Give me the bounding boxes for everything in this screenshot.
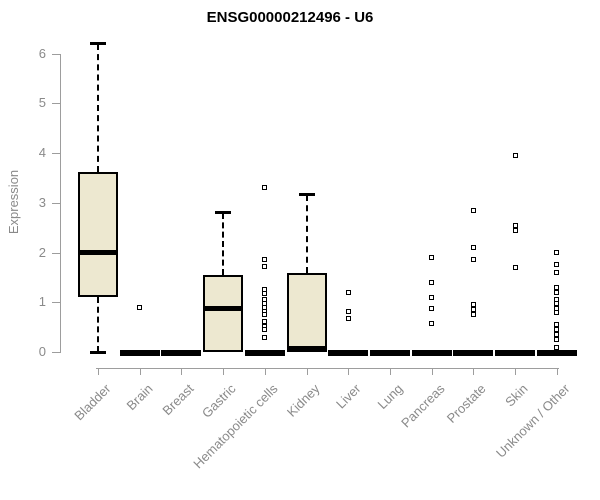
outlier-point: [554, 269, 560, 275]
chart-title: ENSG00000212496 - U6: [206, 9, 374, 26]
outlier-point: [554, 250, 560, 255]
outlier-point: [429, 294, 435, 300]
outlier-point: [470, 302, 476, 308]
outlier-point: [345, 289, 351, 295]
outlier-point: [262, 257, 268, 263]
outlier-point: [554, 289, 560, 295]
x-axis-line: [96, 368, 559, 369]
y-tick-label: 6: [38, 45, 46, 61]
outlier-point: [554, 332, 560, 338]
x-axis-tick: [139, 368, 141, 375]
box-median-line: [288, 346, 325, 351]
whisker-upper: [222, 212, 225, 275]
outlier-point: [429, 254, 435, 260]
outlier-point: [470, 257, 476, 263]
y-tick-label: 1: [38, 294, 46, 310]
zero-median-bar: [328, 350, 369, 356]
x-axis-tick: [431, 368, 433, 375]
x-axis-tick: [515, 368, 517, 375]
y-tick-label: 3: [38, 194, 46, 210]
box-median-line: [80, 250, 116, 255]
y-axis-tick: [52, 53, 60, 55]
outlier-point: [262, 318, 268, 324]
y-tick-label: 2: [38, 244, 46, 260]
outlier-point: [262, 327, 268, 333]
y-tick-label: 4: [38, 145, 46, 160]
outlier-point: [554, 284, 560, 290]
outlier-point: [470, 307, 476, 313]
outlier-point: [470, 207, 476, 213]
zero-median-bar: [536, 350, 577, 356]
whisker-cap: [90, 41, 106, 45]
box-plot-box: [286, 273, 327, 352]
whisker-cap: [298, 193, 315, 197]
outlier-point: [262, 185, 268, 191]
x-axis-tick: [223, 368, 225, 375]
outlier-point: [512, 152, 518, 158]
outlier-point: [554, 322, 560, 328]
y-axis-tick: [52, 252, 60, 254]
outlier-point: [512, 227, 518, 233]
zero-median-bar: [119, 350, 160, 356]
whisker-cap: [90, 351, 106, 354]
x-axis-tick: [348, 368, 350, 375]
whisker-upper: [305, 195, 308, 274]
whisker-upper: [97, 43, 99, 172]
y-axis-tick: [52, 202, 60, 204]
box-plot-box: [78, 171, 118, 298]
x-axis-tick: [390, 368, 392, 375]
outlier-point: [470, 312, 476, 318]
outlier-point: [262, 312, 268, 318]
y-axis-tick: [52, 352, 60, 353]
x-axis-tick: [473, 368, 475, 375]
zero-median-bar: [244, 350, 285, 356]
x-axis-tick: [264, 368, 266, 375]
zero-median-bar: [161, 350, 202, 356]
whisker-lower: [97, 297, 99, 352]
outlier-point: [345, 315, 351, 321]
outlier-point: [470, 245, 476, 251]
outlier-point: [429, 305, 435, 311]
zero-median-bar: [411, 350, 452, 356]
box-plot-box: [203, 274, 244, 352]
outlier-point: [554, 262, 560, 268]
zero-median-bar: [453, 350, 494, 356]
y-tick-label: 0: [38, 344, 46, 359]
outlier-point: [137, 304, 143, 310]
y-axis-line: [60, 53, 61, 353]
zero-median-bar: [370, 350, 411, 356]
x-axis-tick: [98, 368, 99, 375]
outlier-point: [554, 327, 560, 333]
zero-median-bar: [495, 350, 536, 356]
outlier-point: [429, 279, 435, 285]
outlier-point: [554, 337, 560, 343]
outlier-point: [262, 334, 268, 340]
whisker-cap: [215, 210, 232, 214]
outlier-point: [262, 263, 268, 269]
y-axis-tick: [52, 103, 60, 105]
y-axis-tick: [52, 153, 60, 154]
outlier-point: [512, 222, 518, 228]
outlier-point: [554, 309, 560, 315]
outlier-point: [345, 308, 351, 314]
outlier-point: [512, 264, 518, 270]
x-axis-tick: [181, 368, 183, 375]
x-axis-tick: [556, 368, 558, 375]
x-axis-tick: [306, 368, 308, 375]
outlier-point: [554, 344, 560, 350]
y-axis-tick: [52, 302, 60, 304]
outlier-point: [429, 320, 435, 326]
y-tick-label: 5: [38, 95, 46, 111]
box-median-line: [205, 306, 242, 312]
outlier-point: [262, 290, 268, 296]
